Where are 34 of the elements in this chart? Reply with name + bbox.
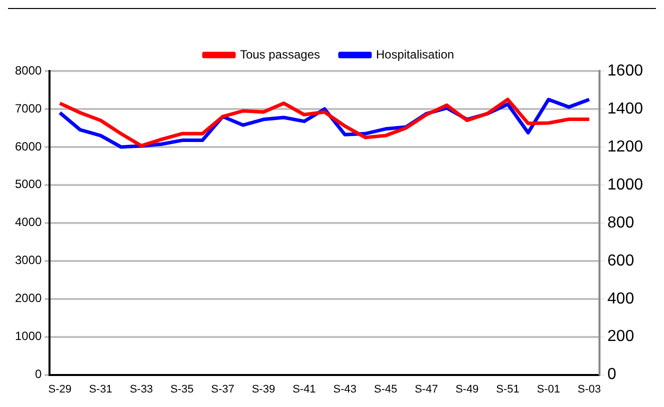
y2-tick-label: 1600 xyxy=(607,62,644,80)
x-tick-label: S-41 xyxy=(292,383,316,396)
y-tick-label: 4000 xyxy=(14,215,42,230)
legend-label: Hospitalisation xyxy=(376,47,454,62)
x-tick-label: S-33 xyxy=(130,383,153,396)
x-tick-label: S-35 xyxy=(170,383,194,396)
x-tick-label: S-37 xyxy=(211,383,234,396)
y-tick-label: 3000 xyxy=(14,253,42,268)
y2-tick-label: 400 xyxy=(607,290,634,308)
legend-label: Tous passages xyxy=(240,47,320,62)
y-tick-label: 7000 xyxy=(14,101,42,116)
y2-tick-label: 200 xyxy=(607,328,634,346)
x-tick-label: S-47 xyxy=(414,383,438,396)
x-tick-label: S-01 xyxy=(536,383,560,396)
y2-tick-label: 0 xyxy=(607,366,616,384)
y-tick-label: 5000 xyxy=(14,177,42,192)
y2-tick-label: 1400 xyxy=(607,100,644,118)
y2-tick-label: 1000 xyxy=(607,176,644,194)
y-tick-label: 0 xyxy=(35,367,42,382)
y2-tick-label: 600 xyxy=(607,252,634,270)
x-tick-label: S-39 xyxy=(252,383,276,396)
y-tick-label: 8000 xyxy=(14,63,42,78)
x-tick-label: S-31 xyxy=(88,383,112,396)
x-tick-label: S-29 xyxy=(48,383,72,396)
y-tick-label: 2000 xyxy=(14,291,42,306)
x-tick-label: S-49 xyxy=(455,383,479,396)
x-tick-label: S-43 xyxy=(333,383,357,396)
y-tick-label: 1000 xyxy=(14,329,42,344)
y-tick-label: 6000 xyxy=(14,139,42,154)
x-tick-label: S-03 xyxy=(578,383,601,396)
y2-tick-label: 1200 xyxy=(607,138,644,156)
y2-tick-label: 800 xyxy=(607,214,634,232)
x-tick-label: S-45 xyxy=(374,383,398,396)
x-tick-label: S-51 xyxy=(496,383,520,396)
